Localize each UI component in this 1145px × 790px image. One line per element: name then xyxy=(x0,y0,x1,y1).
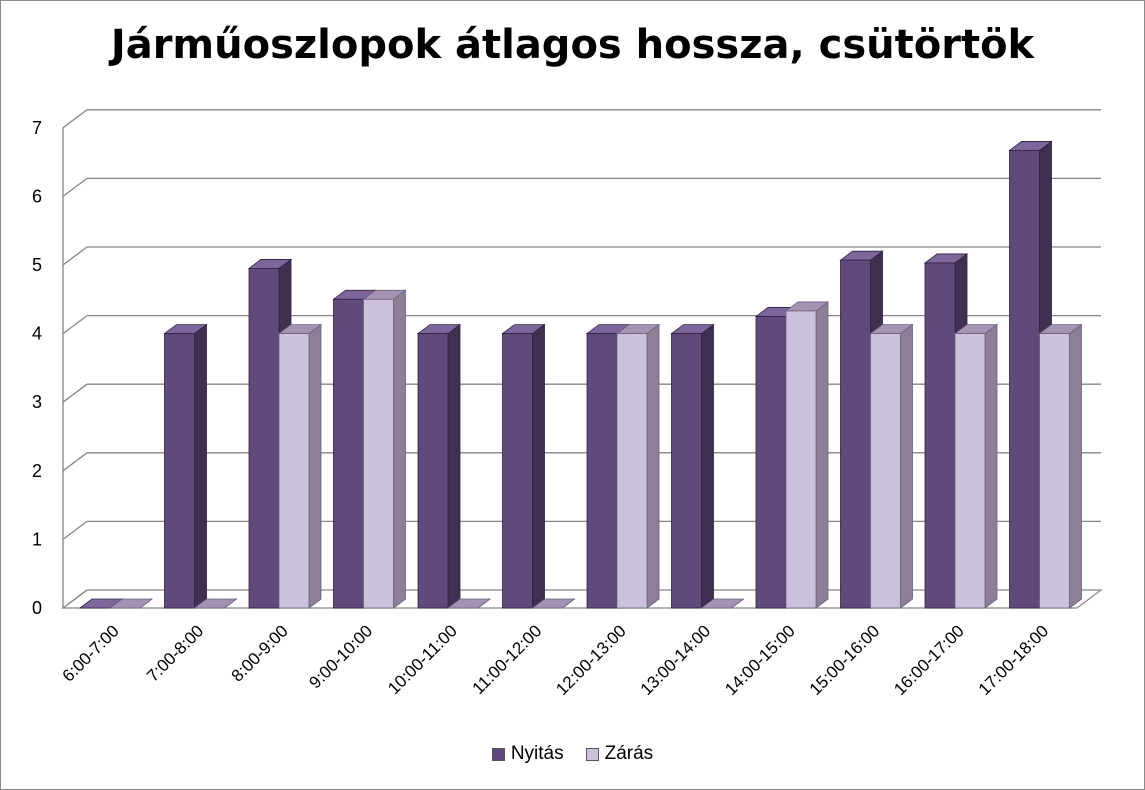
y-tick-label: 6 xyxy=(32,186,42,206)
y-tick-label: 4 xyxy=(32,324,42,344)
bar-zaras-side xyxy=(646,323,660,609)
bar-zaras-side xyxy=(1069,323,1082,609)
bar-nyitas-side xyxy=(532,323,545,609)
y-tick-label: 5 xyxy=(32,255,42,275)
bar-zaras xyxy=(954,333,986,609)
bar-nyitas xyxy=(417,333,449,609)
gridline-side xyxy=(62,589,88,609)
bar-nyitas xyxy=(840,259,871,609)
x-tick-label: 10:00-11:00 xyxy=(384,621,461,698)
chart-legend: Nyitás Zárás xyxy=(0,743,1145,765)
bar-zaras xyxy=(363,298,394,609)
x-tick-label: 8:00-9:00 xyxy=(228,621,292,685)
bar-zaras-side xyxy=(984,323,998,609)
bar-nyitas-side xyxy=(447,323,461,609)
bar-zaras-side xyxy=(815,301,829,609)
bar-zaras-top xyxy=(446,598,492,609)
bar-nyitas xyxy=(502,333,533,609)
gridline-side xyxy=(62,177,88,197)
bar-zaras xyxy=(616,333,648,609)
x-tick-label: 15:00-16:00 xyxy=(806,621,884,699)
gridline-side xyxy=(62,452,88,472)
chart-title: Járműoszlopok átlagos hossza, csütörtök xyxy=(110,22,1035,68)
x-tick-label: 12:00-13:00 xyxy=(552,621,630,699)
bar-zaras-top xyxy=(193,598,238,609)
bar-zaras-side xyxy=(393,289,406,609)
bar-zaras-top xyxy=(531,598,576,609)
bar-nyitas xyxy=(248,268,280,609)
bar-zaras-top xyxy=(700,598,745,609)
bar-zaras xyxy=(870,333,901,609)
legend-item: Zárás xyxy=(585,743,654,765)
y-tick-label: 0 xyxy=(32,598,42,618)
bar-nyitas xyxy=(586,333,618,609)
y-tick-label: 7 xyxy=(32,118,42,138)
y-tick-label: 1 xyxy=(32,529,42,549)
x-tick-label: 9:00-10:00 xyxy=(305,621,376,692)
gridline-side xyxy=(62,315,88,335)
gridline-side xyxy=(62,383,88,403)
bar-nyitas xyxy=(164,333,195,609)
bar-nyitas xyxy=(671,333,702,609)
gridline-side xyxy=(62,520,88,540)
bar-nyitas xyxy=(755,316,787,609)
x-tick-label: 13:00-14:00 xyxy=(637,621,715,699)
legend-swatch xyxy=(491,747,505,761)
x-tick-label: 6:00-7:00 xyxy=(59,621,123,685)
legend-label: Zárás xyxy=(604,743,654,764)
y-tick-label: 3 xyxy=(32,392,42,412)
bar-zaras xyxy=(1039,333,1070,609)
bar-nyitas-side xyxy=(701,323,714,609)
bar-zaras xyxy=(278,333,310,609)
bar-zaras-side xyxy=(308,323,322,609)
y-tick-label: 2 xyxy=(32,461,42,481)
bar-zaras-side xyxy=(900,323,913,609)
bar-nyitas xyxy=(333,298,364,609)
legend-label: Nyitás xyxy=(510,743,564,764)
legend-swatch xyxy=(585,747,599,761)
x-tick-label: 7:00-8:00 xyxy=(143,621,207,685)
bar-nyitas xyxy=(1009,150,1040,609)
bar-zaras-top xyxy=(108,598,154,609)
bar-nyitas xyxy=(924,262,956,609)
x-tick-label: 14:00-15:00 xyxy=(721,621,799,699)
gridline-side xyxy=(62,246,88,266)
x-tick-label: 17:00-18:00 xyxy=(975,621,1053,699)
bar-zaras xyxy=(785,310,817,609)
gridline-side xyxy=(62,109,88,129)
bar-nyitas-side xyxy=(194,323,207,609)
legend-item: Nyitás xyxy=(491,743,564,765)
x-tick-label: 16:00-17:00 xyxy=(890,621,968,699)
x-tick-label: 11:00-12:00 xyxy=(469,621,546,698)
